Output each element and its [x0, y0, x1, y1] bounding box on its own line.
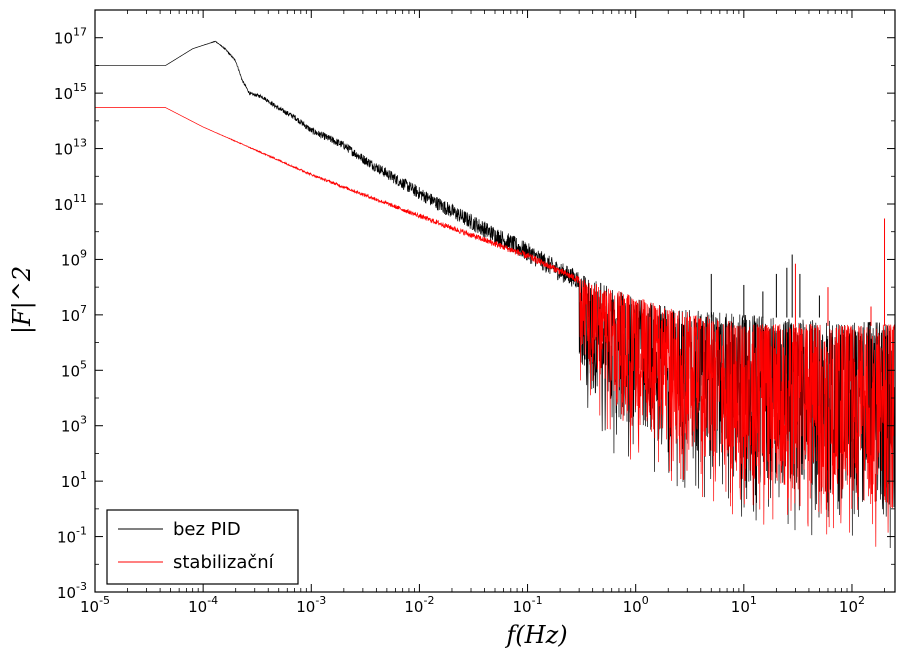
y-tick-label: 107 [61, 303, 87, 325]
y-tick-label: 1013 [54, 137, 87, 159]
tick-labels: 10-5 10-4 10-3 10-2 10-1 100 101 102 10-3 10-1 101… [54, 26, 865, 616]
plot-lines [95, 40, 896, 548]
x-tick-label: 10-5 [80, 594, 110, 616]
x-tick-label: 10-3 [296, 594, 326, 616]
y-axis-title: |F|^2 [8, 266, 37, 334]
legend-label-stabilizacni: stabilizační [173, 552, 275, 573]
y-tick-label: 10-1 [57, 525, 87, 547]
y-tick-label: 105 [61, 358, 87, 380]
x-tick-label: 102 [839, 594, 865, 616]
y-tick-label: 1011 [54, 192, 87, 214]
x-tick-label: 101 [731, 594, 757, 616]
y-tick-label: 109 [61, 247, 87, 269]
legend-label-bez-pid: bez PID [173, 519, 241, 540]
y-tick-label: 103 [61, 414, 87, 436]
y-tick-label: 1017 [54, 26, 87, 48]
y-tick-label: 101 [61, 469, 87, 491]
series-stabilizacni [95, 107, 896, 547]
x-tick-label: 10-4 [188, 594, 218, 616]
x-tick-label: 100 [623, 594, 649, 616]
x-tick-label: 10-2 [404, 594, 434, 616]
y-tick-label: 1015 [54, 81, 87, 103]
legend: bez PID stabilizační [106, 509, 299, 585]
series-line [95, 107, 896, 547]
x-axis-title: f(Hz) [504, 621, 567, 649]
y-tick-label: 10-3 [57, 580, 87, 602]
axis-ticks [94, 10, 895, 593]
x-tick-label: 10-1 [513, 594, 543, 616]
legend-frame [106, 509, 299, 585]
